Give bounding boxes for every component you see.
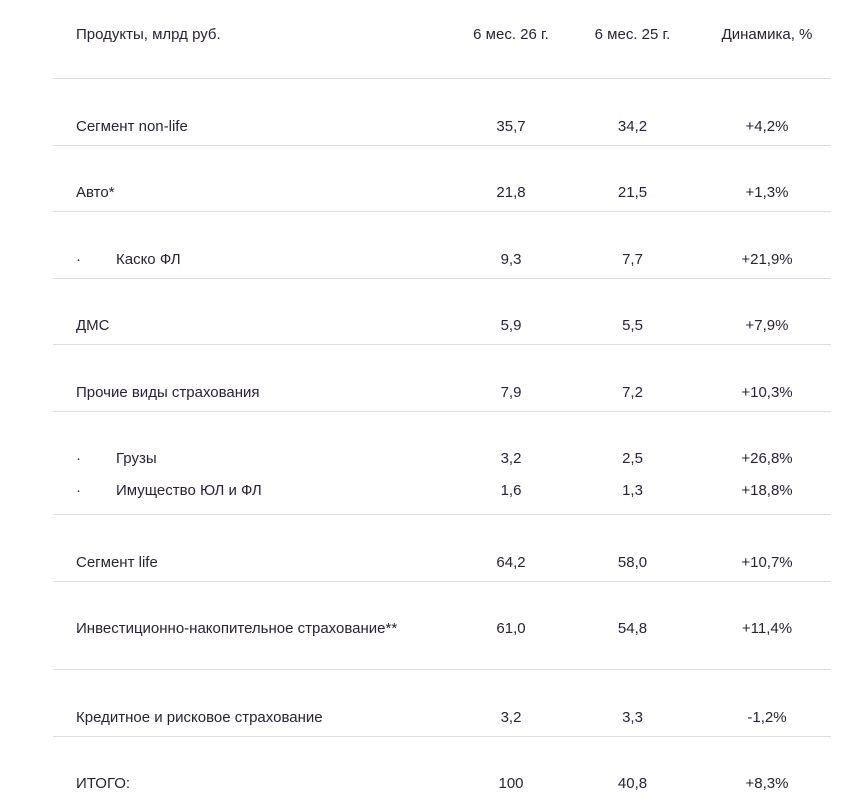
row-value-26: 7,9 <box>500 383 522 401</box>
bullet-icon: · <box>76 450 81 467</box>
row-value-26: 21,8 <box>496 184 526 201</box>
row-label: Авто* <box>76 184 115 201</box>
row-label: Сегмент life <box>76 553 158 571</box>
row-dynamics: +21,9% <box>741 250 793 268</box>
row-dynamics: +7,9% <box>745 317 789 334</box>
table-row-total: ИТОГО: 100 40,8 +8,3% <box>53 737 831 802</box>
row-value-25: 3,3 <box>622 708 643 726</box>
row-dynamics: +1,3% <box>745 184 789 201</box>
row-value-26: 100 <box>498 775 524 792</box>
row-dynamics: +18,8% <box>741 482 793 499</box>
bullet-icon: · <box>76 482 81 499</box>
row-value-25: 34,2 <box>617 117 648 135</box>
row-value-25: 5,5 <box>622 317 643 334</box>
row-dynamics: +8,3% <box>745 775 789 792</box>
row-value-25: 54,8 <box>617 620 648 637</box>
insurance-premiums-table: Продукты, млрд руб. 6 мес. 26 г. 6 мес. … <box>53 0 831 802</box>
header-col-dynamics: Динамика, % <box>721 26 813 43</box>
row-label: Кредитное и рисковое страхование <box>76 708 323 726</box>
header-col-6m-25: 6 мес. 25 г. <box>594 26 671 43</box>
table-row-non-life: Сегмент non-life 35,7 34,2 +4,2% <box>53 80 831 146</box>
table-row-life: Сегмент life 64,2 58,0 +10,7% <box>53 516 831 582</box>
table-row-property: · Имущество ЮЛ и ФЛ 1,6 1,3 +18,8% <box>53 470 831 515</box>
table-row-kasko: · Каско ФЛ 9,3 7,7 +21,9% <box>53 213 831 279</box>
table-row-other-insurance: Прочие виды страхования 7,9 7,2 +10,3% <box>53 346 831 412</box>
row-dynamics: -1,2% <box>747 708 787 726</box>
table-row-credit-risk: Кредитное и рисковое страхование 3,2 3,3… <box>53 671 831 737</box>
row-value-26: 5,9 <box>500 317 522 334</box>
row-value-25: 58,0 <box>617 553 648 571</box>
row-value-25: 21,5 <box>617 184 648 201</box>
row-value-26: 61,0 <box>496 620 526 637</box>
row-value-25: 7,7 <box>622 250 643 268</box>
row-label: Имущество ЮЛ и ФЛ <box>116 482 262 499</box>
header-product: Продукты, млрд руб. <box>76 26 221 43</box>
row-label: Грузы <box>116 450 157 467</box>
row-dynamics: +11,4% <box>741 620 793 637</box>
table-row-dms: ДМС 5,9 5,5 +7,9% <box>53 279 831 345</box>
row-value-26: 35,7 <box>496 117 526 135</box>
row-label: Прочие виды страхования <box>76 383 260 401</box>
insurance-premiums-table-container: Продукты, млрд руб. 6 мес. 26 г. 6 мес. … <box>53 0 831 802</box>
row-dynamics: +4,2% <box>745 117 789 135</box>
row-label: ИТОГО: <box>76 775 131 792</box>
row-value-25: 7,2 <box>622 383 643 401</box>
table-header-row: Продукты, млрд руб. 6 мес. 26 г. 6 мес. … <box>53 0 831 79</box>
row-value-25: 1,3 <box>622 482 643 499</box>
row-dynamics: +26,8% <box>741 450 793 467</box>
row-label: Каско ФЛ <box>116 250 181 268</box>
row-value-25: 40,8 <box>617 775 648 792</box>
bullet-icon: · <box>76 250 81 268</box>
row-value-26: 3,2 <box>500 450 522 467</box>
table-row-investment-savings: Инвестиционно-накопительное страхование*… <box>53 582 831 670</box>
row-value-26: 1,6 <box>500 482 522 499</box>
header-col-6m-26: 6 мес. 26 г. <box>473 26 549 43</box>
table-row-auto: Авто* 21,8 21,5 +1,3% <box>53 146 831 212</box>
row-label: ДМС <box>76 317 110 334</box>
row-value-25: 2,5 <box>622 450 643 467</box>
row-value-26: 3,2 <box>500 708 522 726</box>
row-label: Инвестиционно-накопительное страхование*… <box>76 620 398 637</box>
table-row-cargo: · Грузы 3,2 2,5 +26,8% <box>53 412 831 470</box>
row-dynamics: +10,7% <box>741 553 793 571</box>
row-value-26: 64,2 <box>496 553 526 571</box>
row-value-26: 9,3 <box>500 250 522 268</box>
row-dynamics: +10,3% <box>741 383 793 401</box>
row-label: Сегмент non-life <box>76 117 188 135</box>
